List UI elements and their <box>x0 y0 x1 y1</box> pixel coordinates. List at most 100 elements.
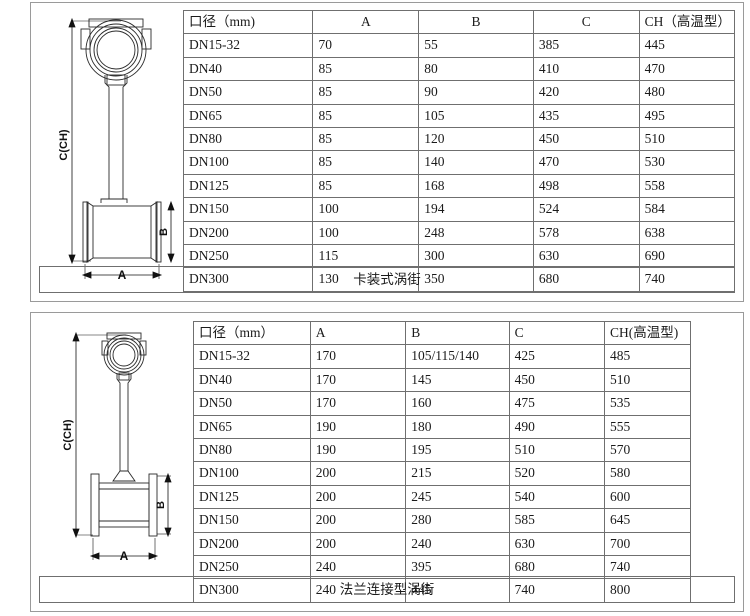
cell-diameter: DN100 <box>193 461 311 486</box>
cell-diameter: DN15-32 <box>193 344 311 369</box>
cell-a: 85 <box>312 56 420 82</box>
cell-a: 200 <box>309 508 407 533</box>
table-row: DN40 85 80 410 470 <box>182 56 736 82</box>
cell-a: 170 <box>309 344 407 369</box>
cell-ch: 600 <box>604 484 691 510</box>
cell-a: 240 <box>309 555 407 580</box>
table-row: DN65 190 180 490 555 <box>193 414 691 440</box>
cell-c: 435 <box>532 103 640 129</box>
cell-diameter: DN150 <box>193 508 311 533</box>
cell-c: 578 <box>532 220 640 246</box>
cell-a: 85 <box>312 80 420 105</box>
header-cell-diameter: 口径（mm) <box>182 9 314 35</box>
cell-ch: 555 <box>604 414 691 440</box>
table-row: DN65 85 105 435 495 <box>182 103 736 129</box>
cell-a: 190 <box>309 414 407 440</box>
cell-c: 585 <box>508 508 606 533</box>
table-row: DN125 85 168 498 558 <box>182 173 736 199</box>
dim-label-b: B <box>155 501 167 509</box>
header-cell-c: C <box>508 320 606 346</box>
cell-ch: 690 <box>638 244 736 269</box>
cell-ch: 638 <box>638 220 736 246</box>
cell-a: 200 <box>309 484 407 510</box>
cell-diameter: DN65 <box>193 414 311 440</box>
cell-diameter: DN80 <box>193 438 311 463</box>
caption-wafer-vortex: 卡装式涡街 <box>39 266 735 293</box>
cell-b: 140 <box>418 150 534 175</box>
cell-b: 195 <box>405 438 510 463</box>
table-row: DN150 200 280 585 645 <box>193 508 691 533</box>
cell-a: 70 <box>312 33 420 58</box>
table-row: DN50 85 90 420 480 <box>182 80 736 105</box>
cell-c: 385 <box>532 33 640 58</box>
dimension-a <box>89 538 159 560</box>
header-cell-b: B <box>418 9 534 35</box>
cell-b: 395 <box>405 555 510 580</box>
cell-c: 470 <box>532 150 640 175</box>
cell-diameter: DN200 <box>182 220 314 246</box>
dim-label-a: A <box>120 549 129 563</box>
cell-diameter: DN125 <box>182 173 314 199</box>
cell-b: 245 <box>405 484 510 510</box>
header-cell-ch: CH（高温型） <box>638 9 736 35</box>
cell-ch: 510 <box>638 127 736 152</box>
table-row: DN100 200 215 520 580 <box>193 461 691 486</box>
cell-b: 194 <box>418 197 534 222</box>
cell-a: 85 <box>312 127 420 152</box>
cell-diameter: DN250 <box>193 555 311 580</box>
cell-diameter: DN200 <box>193 531 311 557</box>
dimension-b <box>157 472 172 538</box>
cell-c: 630 <box>532 244 640 269</box>
table-header-row: 口径（mm) A B C CH（高温型） <box>182 9 736 35</box>
cell-a: 170 <box>309 367 407 393</box>
cell-b: 215 <box>405 461 510 486</box>
cell-b: 240 <box>405 531 510 557</box>
table-header-row: 口径（mm） A B C CH(高温型) <box>193 320 691 346</box>
dimension-b <box>167 200 175 264</box>
cell-c: 490 <box>508 414 606 440</box>
dim-label-c-ch: C(CH) <box>58 129 70 160</box>
wafer-flowmeter-diagram: C(CH) B <box>58 17 175 282</box>
cell-c: 510 <box>508 438 606 463</box>
cell-ch: 510 <box>604 367 691 393</box>
drawing-flange-vortex: C(CH) B <box>31 313 183 611</box>
table-row: DN150 100 194 524 584 <box>182 197 736 222</box>
header-cell-ch: CH(高温型) <box>604 320 691 346</box>
cell-b: 105 <box>418 103 534 129</box>
cell-b: 80 <box>418 56 534 82</box>
cell-ch: 558 <box>638 173 736 199</box>
caption-flange-vortex: 法兰连接型涡街 <box>39 576 735 603</box>
cell-a: 115 <box>312 244 420 269</box>
cell-diameter: DN15-32 <box>182 33 314 58</box>
cell-c: 498 <box>532 173 640 199</box>
cell-b: 105/115/140 <box>405 344 510 369</box>
cell-a: 85 <box>312 173 420 199</box>
cell-a: 85 <box>312 103 420 129</box>
table-row: DN40 170 145 450 510 <box>193 367 691 393</box>
section-flange-vortex: C(CH) B <box>30 312 744 612</box>
cell-ch: 485 <box>604 344 691 369</box>
table-row: DN80 190 195 510 570 <box>193 438 691 463</box>
table-row: DN250 115 300 630 690 <box>182 244 736 269</box>
table-row: DN100 85 140 470 530 <box>182 150 736 175</box>
dimension-c-ch <box>72 331 126 539</box>
cell-b: 160 <box>405 391 510 416</box>
section-wafer-vortex: C(CH) B <box>30 2 744 302</box>
cell-b: 145 <box>405 367 510 393</box>
cell-a: 85 <box>312 150 420 175</box>
header-cell-a: A <box>312 9 420 35</box>
table-flange-vortex: 口径（mm） A B C CH(高温型) DN15-32 170 105/115… <box>193 320 691 603</box>
table-row: DN250 240 395 680 740 <box>193 555 691 580</box>
cell-c: 524 <box>532 197 640 222</box>
cell-ch: 470 <box>638 56 736 82</box>
table-row: DN50 170 160 475 535 <box>193 391 691 416</box>
cell-ch: 584 <box>638 197 736 222</box>
cell-c: 450 <box>532 127 640 152</box>
cell-ch: 445 <box>638 33 736 58</box>
table-row: DN125 200 245 540 600 <box>193 484 691 510</box>
drawing-wafer-vortex: C(CH) B <box>31 3 183 301</box>
cell-diameter: DN125 <box>193 484 311 510</box>
cell-ch: 570 <box>604 438 691 463</box>
cell-ch: 480 <box>638 80 736 105</box>
cell-c: 450 <box>508 367 606 393</box>
